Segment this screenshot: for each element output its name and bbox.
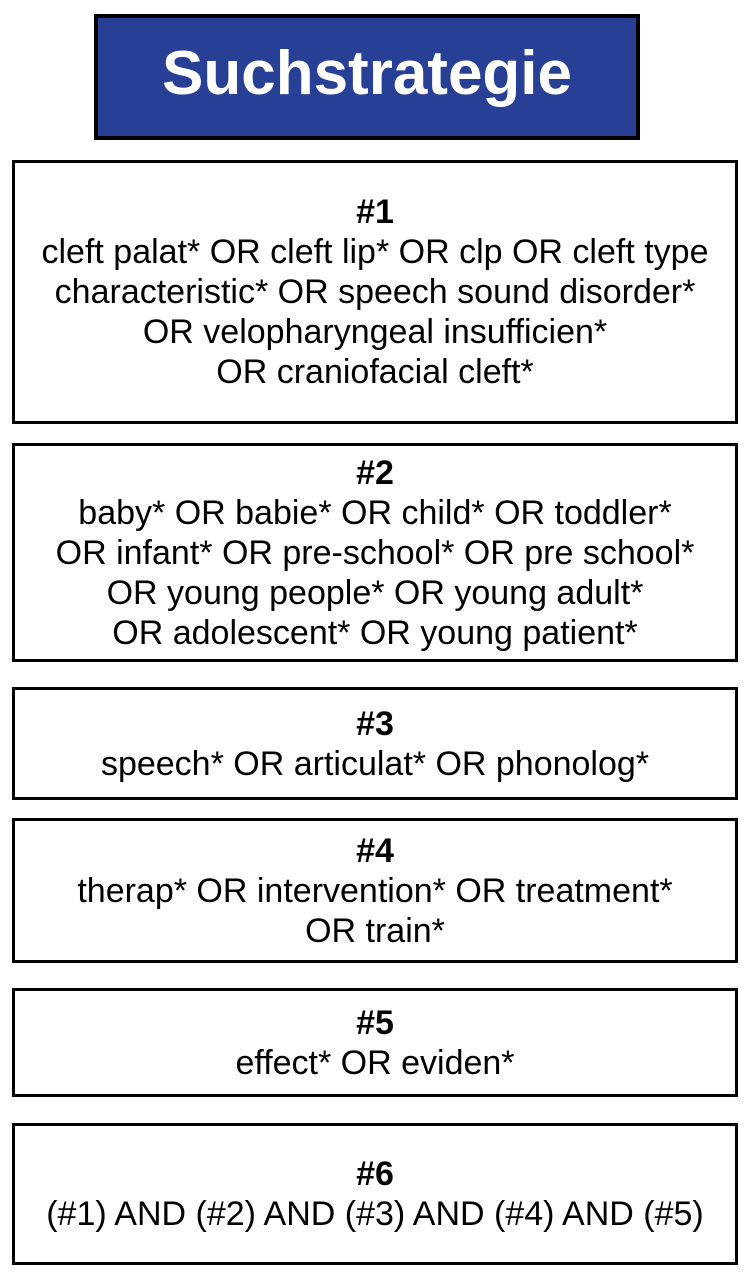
query-line: effect* OR eviden* xyxy=(235,1043,515,1082)
step-number: #4 xyxy=(356,831,394,870)
step-number: #5 xyxy=(356,1003,394,1042)
step-number: #6 xyxy=(356,1155,394,1193)
query-line: cleft palat* OR cleft lip* OR clp OR cle… xyxy=(41,233,709,271)
search-step-box-4: #4 therap* OR intervention* OR treatment… xyxy=(12,818,738,963)
query-lines: therap* OR intervention* OR treatment* OR… xyxy=(77,871,672,951)
search-step-box-6: #6 (#1) AND (#2) AND (#3) AND (#4) AND (… xyxy=(12,1123,738,1265)
query-line: OR infant* OR pre-school* OR pre school* xyxy=(55,533,695,572)
query-line: OR train* xyxy=(305,911,445,950)
query-line: characteristic* OR speech sound disorder… xyxy=(54,273,696,311)
query-lines: baby* OR babie* OR child* OR toddler* OR … xyxy=(56,493,695,653)
query-lines: effect* OR eviden* xyxy=(235,1043,514,1083)
title-banner: Suchstrategie xyxy=(94,14,640,140)
query-line: baby* OR babie* OR child* OR toddler* xyxy=(78,493,672,532)
search-step-box-1: #1 cleft palat* OR cleft lip* OR clp OR … xyxy=(12,160,738,424)
query-line: OR craniofacial cleft* xyxy=(216,353,534,391)
step-number: #3 xyxy=(356,704,394,743)
search-step-box-3: #3 speech* OR articulat* OR phonolog* xyxy=(12,687,738,800)
search-step-box-2: #2 baby* OR babie* OR child* OR toddler*… xyxy=(12,443,738,662)
query-line: OR adolescent* OR young patient* xyxy=(112,613,638,652)
query-line: OR young people* OR young adult* xyxy=(106,573,644,612)
page-title: Suchstrategie xyxy=(161,39,573,108)
step-number: #2 xyxy=(356,453,394,492)
query-line: speech* OR articulat* OR phonolog* xyxy=(100,744,650,783)
query-line: therap* OR intervention* OR treatment* xyxy=(77,871,673,910)
search-step-box-5: #5 effect* OR eviden* xyxy=(12,988,738,1097)
query-lines: speech* OR articulat* OR phonolog* xyxy=(101,744,649,784)
step-number: #1 xyxy=(356,193,394,231)
query-line: (#1) AND (#2) AND (#3) AND (#4) AND (#5) xyxy=(46,1195,704,1233)
query-line: OR velopharyngeal insufficien* xyxy=(142,313,608,351)
query-lines: cleft palat* OR cleft lip* OR clp OR cle… xyxy=(41,232,708,392)
query-lines: (#1) AND (#2) AND (#3) AND (#4) AND (#5) xyxy=(46,1194,704,1234)
